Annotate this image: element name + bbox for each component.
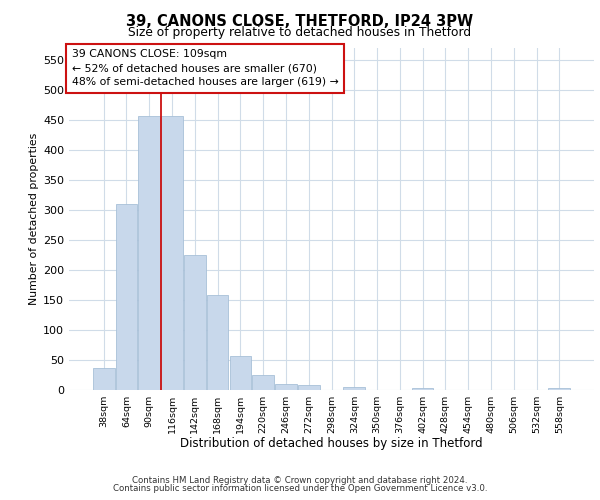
Y-axis label: Number of detached properties: Number of detached properties [29,132,39,305]
Text: 39, CANONS CLOSE, THETFORD, IP24 3PW: 39, CANONS CLOSE, THETFORD, IP24 3PW [127,14,473,29]
Bar [207,295,229,390]
Bar [93,368,115,390]
Bar [253,375,274,390]
X-axis label: Distribution of detached houses by size in Thetford: Distribution of detached houses by size … [180,438,483,450]
Bar [412,388,433,390]
Text: Size of property relative to detached houses in Thetford: Size of property relative to detached ho… [128,26,472,39]
Bar [184,255,206,390]
Text: 39 CANONS CLOSE: 109sqm
← 52% of detached houses are smaller (670)
48% of semi-d: 39 CANONS CLOSE: 109sqm ← 52% of detache… [71,49,338,87]
Bar [139,116,160,390]
Bar [230,356,251,390]
Bar [161,116,183,390]
Bar [275,384,297,390]
Bar [298,385,320,390]
Bar [548,388,570,390]
Bar [116,204,137,390]
Text: Contains public sector information licensed under the Open Government Licence v3: Contains public sector information licen… [113,484,487,493]
Text: Contains HM Land Registry data © Crown copyright and database right 2024.: Contains HM Land Registry data © Crown c… [132,476,468,485]
Bar [343,387,365,390]
